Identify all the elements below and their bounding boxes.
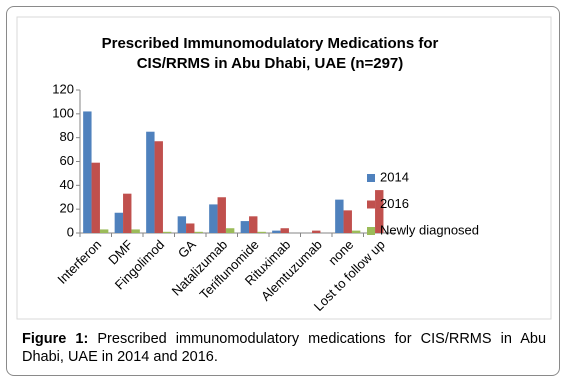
chart-title: Prescribed Immunomodulatory Medications … (102, 35, 439, 52)
legend-swatch (367, 174, 375, 182)
bar (114, 212, 124, 233)
bar (351, 230, 361, 233)
chart-area (16, 16, 552, 320)
bar (154, 141, 163, 233)
bar (272, 230, 281, 233)
bar (99, 229, 109, 233)
bar (209, 204, 218, 233)
y-tick-label: 120 (52, 81, 74, 96)
bar (186, 223, 195, 233)
x-tick-label: Interferon (54, 237, 104, 287)
legend-swatch (367, 200, 375, 209)
bar (240, 221, 250, 233)
caption-text: Prescribed immunomodulatory medications … (22, 331, 547, 365)
bar (91, 162, 100, 233)
bar (343, 210, 352, 233)
y-tick-label: 20 (60, 201, 74, 216)
bar (162, 231, 172, 233)
bar (249, 216, 258, 233)
bar (225, 228, 235, 233)
y-tick-label: 40 (60, 177, 74, 192)
legend-label: 2014 (380, 169, 409, 184)
bar (335, 199, 344, 233)
legend-swatch (367, 227, 375, 235)
bar (146, 131, 155, 233)
y-tick-label: 80 (60, 129, 74, 144)
figure-frame (6, 6, 560, 376)
y-tick-label: 100 (52, 105, 74, 120)
bar (177, 216, 187, 233)
caption-label: Figure 1: (22, 331, 89, 347)
x-tick-label: GA (175, 237, 199, 261)
bar (257, 231, 266, 233)
chart-title: CIS/RRMS in Abu Dhabi, UAE (n=297) (137, 55, 404, 72)
y-tick-label: 60 (60, 153, 74, 168)
bar (194, 231, 203, 233)
y-tick-label: 0 (67, 224, 74, 239)
bar (123, 193, 132, 233)
bar (217, 197, 226, 233)
chart: Prescribed Immunomodulatory Medications … (16, 16, 552, 320)
legend-label: Newly diagnosed (380, 222, 479, 237)
bar (375, 190, 384, 233)
caption: Figure 1: Prescribed immunomodulatory me… (22, 330, 546, 366)
bar (280, 228, 289, 233)
legend-label: 2016 (380, 196, 409, 211)
bar (83, 111, 92, 233)
bar (312, 230, 321, 233)
bar (131, 229, 140, 233)
